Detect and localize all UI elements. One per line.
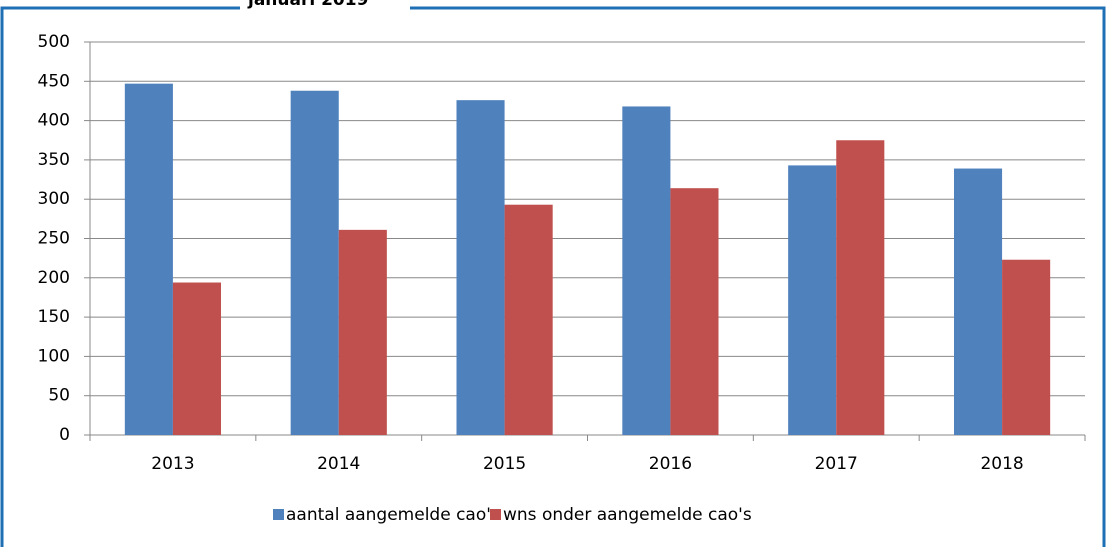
legend-swatch <box>273 509 284 520</box>
legend-label: wns onder aangemelde cao's <box>503 505 752 525</box>
bar <box>124 83 173 436</box>
chart-title: januari 2019 <box>247 0 368 10</box>
bar <box>456 100 505 435</box>
bar <box>836 140 885 435</box>
bar <box>622 106 671 436</box>
y-tick-label: 100 <box>38 346 70 366</box>
x-tick-label: 2018 <box>980 454 1023 474</box>
bar <box>788 165 837 436</box>
y-tick-label: 450 <box>38 71 70 91</box>
y-tick-label: 500 <box>38 32 70 52</box>
frame <box>0 6 1106 547</box>
x-tick-label: 2015 <box>483 454 526 474</box>
y-tick-label: 150 <box>38 307 70 327</box>
x-tick-label: 2014 <box>317 454 360 474</box>
y-tick-label: 200 <box>38 268 70 288</box>
x-tick-label: 2017 <box>815 454 858 474</box>
y-tick-label: 300 <box>38 189 70 209</box>
bar <box>172 282 222 435</box>
bar <box>953 168 1003 435</box>
title-bg <box>240 0 410 12</box>
y-tick-label: 50 <box>48 386 70 406</box>
bar <box>504 204 553 435</box>
legend-swatch <box>490 509 501 520</box>
bar <box>1002 259 1051 435</box>
y-tick-label: 0 <box>59 425 70 445</box>
legend-label: aantal aangemelde cao's <box>286 505 500 525</box>
y-tick-label: 350 <box>38 150 70 170</box>
bar <box>670 188 719 435</box>
x-tick-label: 2013 <box>151 454 194 474</box>
y-tick-label: 400 <box>38 111 70 131</box>
y-tick-label: 250 <box>38 229 70 249</box>
bar <box>338 229 387 435</box>
bar <box>290 90 339 436</box>
x-tick-label: 2016 <box>649 454 692 474</box>
